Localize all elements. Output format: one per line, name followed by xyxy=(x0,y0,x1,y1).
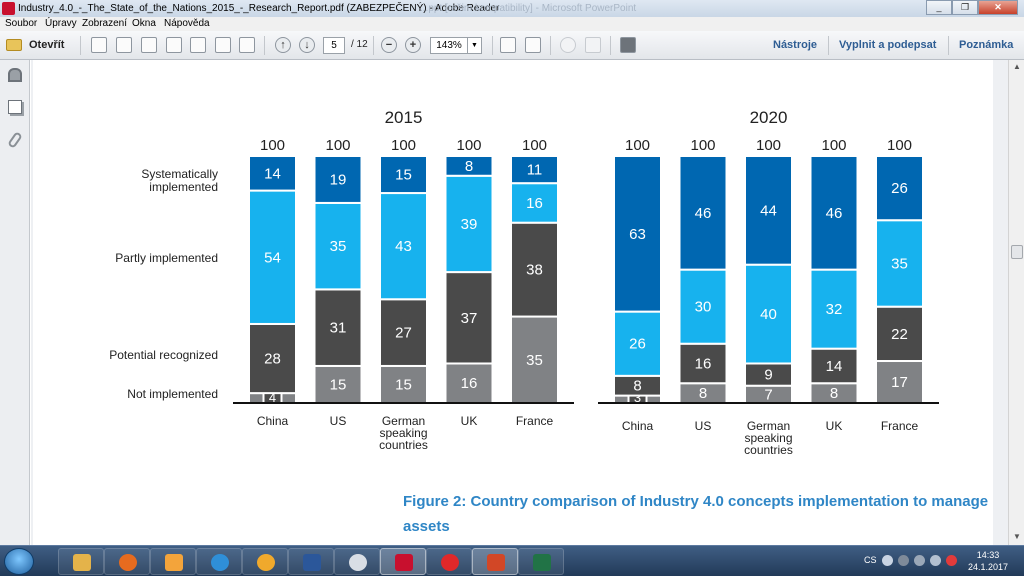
attachment-icon[interactable] xyxy=(7,131,23,149)
window-title: Industry_4.0_-_The_State_of_the_Nations_… xyxy=(18,3,500,14)
edit-icon[interactable] xyxy=(141,37,157,53)
usb-icon[interactable] xyxy=(914,555,925,566)
open-label: Otevřít xyxy=(29,39,65,51)
taskbar: CS 14:33 24.1.2017 xyxy=(0,545,1024,576)
menu-edit[interactable]: Úpravy xyxy=(45,18,77,29)
taskbar-firefox[interactable] xyxy=(104,548,150,575)
fullscreen-icon[interactable] xyxy=(620,37,636,53)
start-button[interactable] xyxy=(4,548,34,575)
taskbar-app-red[interactable] xyxy=(426,548,472,575)
fit-page-icon[interactable] xyxy=(500,37,516,53)
language-indicator[interactable]: CS xyxy=(864,555,877,565)
comment-button[interactable]: Poznámka xyxy=(959,39,1014,51)
toolbar: Otevřít ↑ ↓ 5 / 12 − + 143% ▼ Nástroje V… xyxy=(0,31,1024,60)
window-controls: _ ❐ ✕ xyxy=(926,0,1018,15)
folder-icon xyxy=(6,39,22,51)
next-page-icon[interactable]: ↓ xyxy=(299,37,315,53)
sign-icon[interactable] xyxy=(585,37,601,53)
toolbar-divider xyxy=(492,36,493,55)
clock-date: 24.1.2017 xyxy=(967,562,1009,572)
menu-bar: Soubor Úpravy Zobrazení Okna Nápověda xyxy=(0,17,1024,31)
taskbar-powerpoint[interactable] xyxy=(472,548,518,575)
close-button[interactable]: ✕ xyxy=(978,0,1018,15)
network-icon[interactable] xyxy=(898,555,909,566)
open-button[interactable]: Otevřít xyxy=(6,37,64,53)
menu-window[interactable]: Okna xyxy=(132,18,156,29)
document-page[interactable] xyxy=(33,60,993,545)
toolbar-divider xyxy=(828,36,829,55)
excel-icon xyxy=(533,554,551,571)
taskbar-internet-explorer[interactable] xyxy=(196,548,242,575)
taskbar-adobe-reader[interactable] xyxy=(380,548,426,575)
zoom-out-icon[interactable]: − xyxy=(381,37,397,53)
internet-explorer-icon xyxy=(211,554,229,571)
zoom-in-icon[interactable]: + xyxy=(405,37,421,53)
print-icon[interactable] xyxy=(215,37,231,53)
menu-help[interactable]: Nápověda xyxy=(164,18,210,29)
taskbar-word[interactable] xyxy=(288,548,334,575)
explorer-icon xyxy=(73,554,91,571)
title-bar: Industry_4.0_-_The_State_of_the_Nations_… xyxy=(0,0,1024,17)
toolbar-divider xyxy=(373,36,374,55)
upload-icon[interactable] xyxy=(166,37,182,53)
help-icon[interactable] xyxy=(882,555,893,566)
clock[interactable]: 14:33 24.1.2017 xyxy=(962,549,1014,573)
toolbar-divider xyxy=(948,36,949,55)
mail-icon xyxy=(349,554,367,571)
toolbar-divider xyxy=(550,36,551,55)
restore-button[interactable]: ❐ xyxy=(952,0,978,15)
zoom-dropdown-icon[interactable]: ▼ xyxy=(467,37,482,54)
fill-sign-button[interactable]: Vyplnit a podepsat xyxy=(839,39,937,51)
convert-icon[interactable] xyxy=(116,37,132,53)
scrollbar-thumb[interactable] xyxy=(1011,245,1023,259)
scroll-down-icon[interactable]: ▼ xyxy=(1013,532,1021,541)
clock-time: 14:33 xyxy=(976,550,1000,560)
toolbar-divider xyxy=(264,36,265,55)
navigation-pane xyxy=(0,60,30,545)
comment-icon[interactable] xyxy=(560,37,576,53)
menu-view[interactable]: Zobrazení xyxy=(82,18,128,29)
minimize-button[interactable]: _ xyxy=(926,0,952,15)
tools-button[interactable]: Nástroje xyxy=(773,39,818,51)
adobe-reader-taskbar-icon xyxy=(395,554,413,571)
scroll-up-icon[interactable]: ▲ xyxy=(1013,62,1021,71)
save-icon[interactable] xyxy=(190,37,206,53)
page-total: / 12 xyxy=(351,39,368,50)
orange-app-icon xyxy=(257,554,275,571)
word-icon xyxy=(303,554,321,571)
page-number-input[interactable]: 5 xyxy=(323,37,345,54)
vertical-scrollbar[interactable]: ▲ ▼ xyxy=(1008,60,1024,545)
firefox-icon xyxy=(119,554,137,571)
taskbar-excel[interactable] xyxy=(518,548,564,575)
create-pdf-icon[interactable] xyxy=(91,37,107,53)
taskbar-mail[interactable] xyxy=(334,548,380,575)
zoom-input[interactable]: 143% xyxy=(430,37,468,54)
taskbar-media-player[interactable] xyxy=(150,548,196,575)
taskbar-app-orange[interactable] xyxy=(242,548,288,575)
adobe-reader-icon xyxy=(2,2,15,15)
system-tray: CS 14:33 24.1.2017 xyxy=(858,546,1024,576)
pages-icon[interactable] xyxy=(8,100,22,114)
powerpoint-icon xyxy=(487,554,505,571)
taskbar-explorer[interactable] xyxy=(58,548,104,575)
volume-icon[interactable] xyxy=(946,555,957,566)
email-icon[interactable] xyxy=(239,37,255,53)
lock-icon[interactable] xyxy=(8,68,22,82)
figure-caption: Figure 2: Country comparison of Industry… xyxy=(403,493,989,535)
prev-page-icon[interactable]: ↑ xyxy=(275,37,291,53)
toolbar-divider xyxy=(610,36,611,55)
menu-file[interactable]: Soubor xyxy=(5,18,38,29)
media-player-icon xyxy=(165,554,183,571)
toolbar-divider xyxy=(80,36,81,55)
fit-width-icon[interactable] xyxy=(525,37,541,53)
background-window-title: ...ppt [režim kompatibility] - Microsoft… xyxy=(420,3,637,14)
red-app-icon xyxy=(441,554,459,571)
battery-icon[interactable] xyxy=(930,555,941,566)
